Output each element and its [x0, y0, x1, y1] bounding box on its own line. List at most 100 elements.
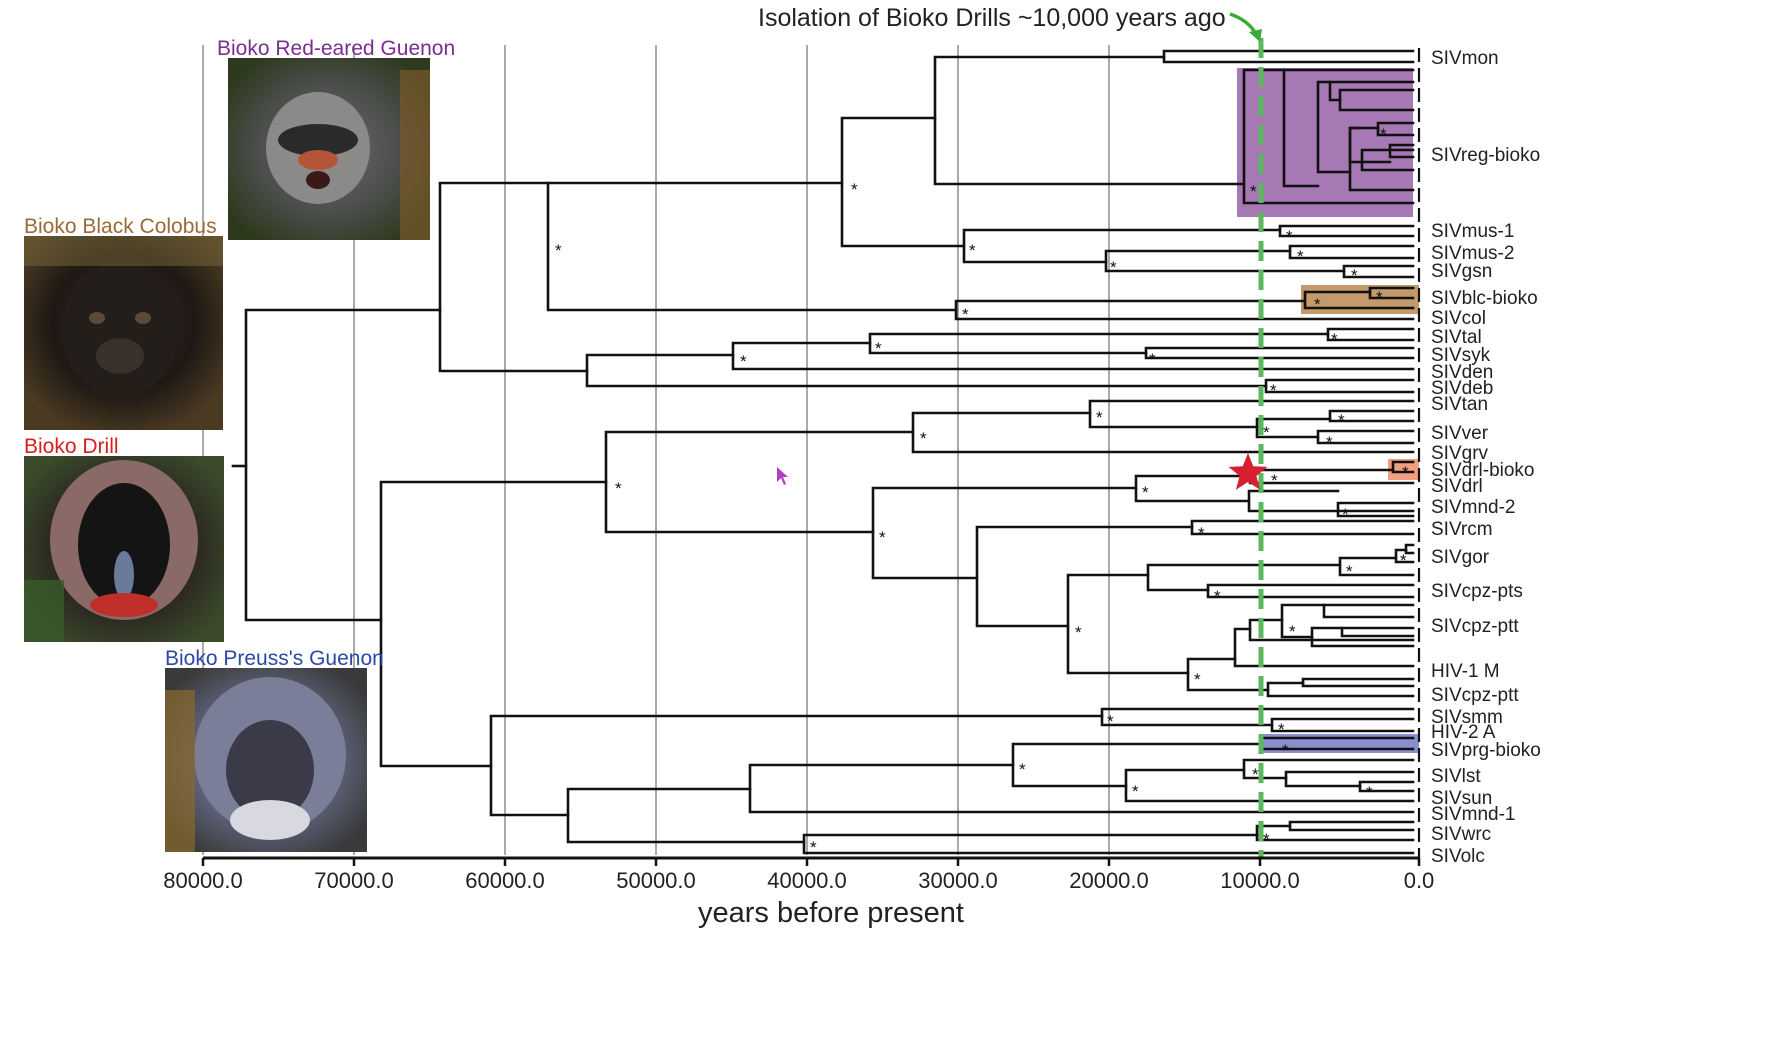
leaf-label: SIVsun [1431, 788, 1492, 809]
tree-branch [1394, 548, 1415, 564]
tree-branch [962, 228, 1282, 264]
foliage [165, 690, 195, 852]
photo-caption: Bioko Drill [24, 435, 119, 458]
tree-branch [1146, 563, 1342, 592]
tree-branch [871, 486, 1138, 580]
tree-branch [438, 181, 589, 373]
tree-branch [1162, 49, 1415, 64]
tree-branch [1316, 429, 1415, 445]
tree-branch [1190, 519, 1415, 536]
tree-branch [1322, 603, 1415, 619]
isolation-annotation: Isolation of Bioko Drills ~10,000 years … [758, 4, 1226, 32]
leaf-label: SIVdeb [1431, 378, 1493, 399]
tree-branch [1301, 677, 1415, 688]
leaf-label: SIVmon [1431, 48, 1499, 69]
tree-branch [1104, 249, 1346, 273]
tree-branch [1288, 820, 1415, 832]
leaf-label: SIVgor [1431, 547, 1490, 568]
mouse-cursor [777, 467, 788, 485]
tree-branch [748, 763, 1415, 814]
monkey-eye [135, 312, 151, 324]
tree-branch [1266, 681, 1415, 698]
leaf-label: SIVdrl [1431, 476, 1483, 497]
support-star: * [1214, 587, 1221, 606]
support-star: * [962, 305, 969, 324]
tree-branch [1391, 460, 1415, 474]
support-star: * [1263, 423, 1270, 442]
tree-branch [1326, 327, 1415, 342]
leaf-label: SIVtan [1431, 394, 1488, 415]
tree-branch [1011, 742, 1264, 788]
monkey-mouth [306, 171, 330, 189]
annotation-arrow-head [1249, 29, 1262, 42]
support-star: * [1400, 551, 1407, 570]
x-tick-label: 70000.0 [314, 868, 394, 893]
tree-branch [868, 332, 1330, 355]
support-star: * [615, 479, 622, 498]
support-star: * [1331, 330, 1338, 349]
support-star: * [1286, 227, 1293, 246]
leaf-label: SIVden [1431, 362, 1493, 383]
x-axis: 80000.0 70000.0 60000.0 50000.0 40000.0 30000… [163, 856, 1434, 929]
tree-branch [1310, 626, 1415, 648]
support-star: * [851, 180, 858, 199]
tree-branch [840, 116, 966, 248]
tree-branch [1340, 626, 1415, 638]
support-star: * [969, 241, 976, 260]
monkey-face [226, 720, 314, 820]
support-star: * [1194, 670, 1201, 689]
support-star: * [1380, 125, 1387, 144]
support-star: * [1270, 381, 1277, 400]
tree-branch [1288, 244, 1415, 260]
tree-branch [1376, 121, 1415, 137]
leaf-label: SIVwrc [1431, 824, 1491, 845]
leaf-label: SIVmnd-1 [1431, 804, 1515, 825]
tree-branch [1404, 543, 1415, 555]
tree-branch [1186, 657, 1270, 692]
tree-branch [244, 308, 442, 622]
x-axis-title: years before present [698, 897, 964, 929]
tree-branch [802, 833, 1415, 855]
support-star: * [920, 429, 927, 448]
leaf-label: SIVdrl-bioko [1431, 460, 1535, 481]
support-star: * [1142, 483, 1149, 502]
support-star: * [1338, 411, 1345, 430]
tree-branch [1206, 583, 1415, 599]
leaf-label: SIVcpz-ptt [1431, 685, 1519, 706]
tree-branch [1328, 409, 1415, 423]
tree-branch [1134, 474, 1252, 503]
support-star: * [1351, 266, 1358, 285]
support-star: * [740, 352, 747, 371]
x-tick-label: 20000.0 [1069, 868, 1149, 893]
monkey-lip [90, 593, 158, 617]
tree-branch [1100, 707, 1415, 727]
leaf-label: SIVcol [1431, 308, 1486, 329]
leaf-label: HIV-1 M [1431, 661, 1500, 682]
support-star: * [1376, 288, 1383, 307]
support-star: * [1096, 408, 1103, 427]
tree-branch [1248, 618, 1415, 642]
tree-branch [379, 480, 608, 768]
support-star: * [1075, 623, 1082, 642]
support-star: * [1198, 524, 1205, 543]
leaf-label: SIVprg-bioko [1431, 740, 1541, 761]
support-star: * [1289, 622, 1296, 641]
support-star: * [879, 528, 886, 547]
support-star: * [1342, 505, 1349, 524]
tree-branch [1282, 68, 1415, 188]
leaf-label: HIV-2 A [1431, 722, 1496, 743]
support-star: * [1252, 765, 1259, 784]
tree-branch [1144, 346, 1415, 360]
photo-caption: Bioko Red-eared Guenon [217, 37, 455, 60]
support-star: * [1278, 720, 1285, 739]
leaf-label: SIVmus-2 [1431, 243, 1514, 264]
tree-branch [1242, 758, 1415, 780]
photo-black-colobus [24, 236, 223, 430]
tree-branch [1368, 286, 1415, 300]
support-star: * [1326, 433, 1333, 452]
support-star: * [810, 838, 817, 857]
support-star: * [1107, 712, 1114, 731]
tree-branch [1280, 603, 1326, 639]
tree-branch [1255, 417, 1332, 439]
